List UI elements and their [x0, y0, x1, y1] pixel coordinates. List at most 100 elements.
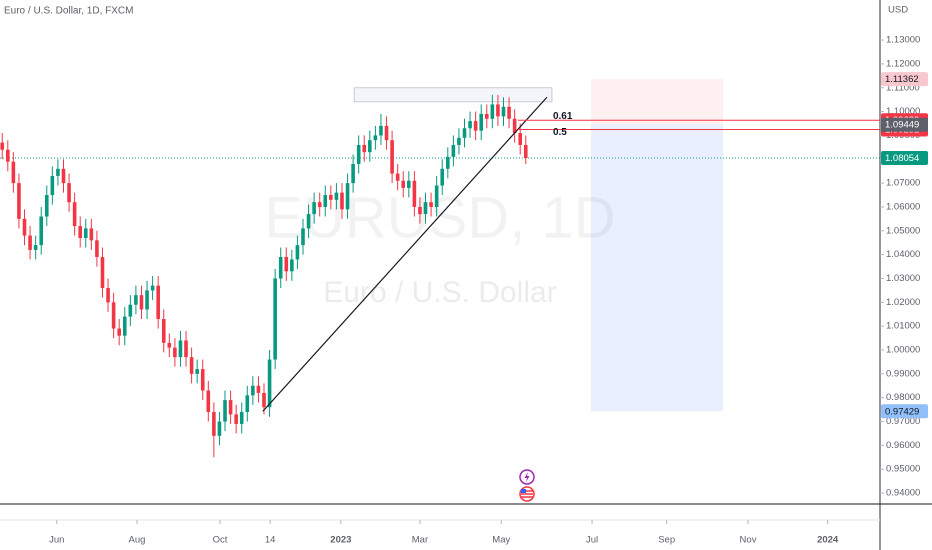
candle-body: [33, 245, 38, 250]
candle-body: [111, 302, 116, 329]
x-tick-label: Jul: [586, 535, 598, 546]
candle-body: [206, 390, 211, 412]
candle-body: [139, 295, 144, 310]
candle-body: [290, 259, 294, 272]
y-tick-label: 1.01000: [886, 321, 920, 332]
y-tick-label: 0.94000: [886, 488, 920, 499]
event-icons: [519, 469, 535, 502]
candle-body: [295, 245, 300, 260]
candle-body: [340, 192, 344, 210]
flag-canton: [521, 489, 526, 493]
candle-body: [284, 257, 289, 272]
lightning-glyph: [524, 472, 530, 482]
candle-body: [301, 228, 305, 246]
candle-body: [11, 161, 16, 184]
last-price-box: [881, 150, 928, 165]
y-tick-label: 1.04000: [886, 249, 920, 260]
x-tick-label: 14: [265, 535, 276, 546]
candle-body: [83, 228, 88, 238]
candle-body: [468, 121, 472, 129]
candle-body: [17, 183, 21, 219]
target-price-box: [881, 404, 928, 419]
y-tick-label: 1.11000: [886, 82, 920, 93]
candle-body: [384, 125, 389, 141]
candle-body: [117, 328, 121, 336]
candle-body: [451, 144, 456, 157]
y-tick-label: 0.95000: [886, 464, 920, 475]
candle-body: [306, 214, 311, 229]
candle-body: [484, 113, 489, 119]
candle-body: [0, 142, 5, 150]
candle-body: [228, 400, 233, 415]
candle-body: [195, 369, 199, 374]
candle-body: [184, 340, 188, 358]
candle-body: [44, 195, 49, 217]
candle-body: [39, 216, 44, 246]
stop-price-box: [881, 72, 928, 87]
x-tick-label: Mar: [412, 535, 428, 546]
candle-body: [234, 414, 238, 424]
candle-body: [312, 202, 316, 215]
candle-body: [156, 285, 160, 320]
candle-body: [479, 113, 484, 131]
candle-body: [423, 202, 428, 215]
watermark: EURUSD, 1D: [264, 185, 615, 250]
candle-body: [518, 133, 523, 145]
y-tick-label: 1.07000: [886, 178, 920, 189]
candle-body: [434, 185, 439, 207]
candle-body: [78, 226, 83, 238]
candle-body: [134, 295, 138, 305]
watermark-subtitle: Euro / U.S. Dollar: [323, 276, 556, 309]
candle-body: [95, 240, 99, 258]
candle-body: [457, 137, 461, 145]
candle-body: [440, 168, 445, 186]
x-tick-label: Aug: [129, 535, 146, 546]
candle-body: [150, 285, 155, 291]
candle-body: [212, 411, 216, 436]
candle-body: [501, 106, 506, 117]
candle-body: [167, 342, 172, 348]
y-tick-label: 1.12000: [886, 58, 920, 69]
fib-label: 0.5: [553, 127, 567, 138]
candle-body: [407, 180, 411, 188]
last-price-label: 1.08054: [885, 153, 919, 164]
candle-body: [173, 347, 177, 358]
candle-body: [496, 104, 500, 117]
plot-layer: [0, 79, 932, 505]
candle-body: [22, 218, 27, 236]
candle-body: [122, 316, 127, 336]
candle-body: [368, 140, 372, 153]
candle-body: [329, 195, 333, 200]
candle-body: [512, 118, 517, 134]
candle-body: [67, 183, 71, 203]
entry-price-label: 1.09449: [885, 120, 919, 131]
y-tick-label: 1.05000: [886, 225, 920, 236]
candle-body: [5, 149, 10, 162]
x-tick-label: Oct: [213, 535, 228, 546]
candle-body: [373, 135, 378, 141]
candle-body: [267, 359, 272, 408]
candle-body: [523, 144, 528, 159]
candle-body: [323, 195, 328, 207]
x-tick-label: Sep: [658, 535, 675, 546]
candle-body: [356, 144, 361, 165]
x-tick-label: May: [492, 535, 510, 546]
y-tick-label: 1.10000: [886, 106, 920, 117]
candle-body: [462, 128, 467, 138]
chart-title: Euro / U.S. Dollar, 1D, FXCM: [4, 6, 133, 17]
candle-body: [401, 180, 406, 188]
candle-body: [239, 411, 244, 424]
candle-body: [473, 121, 478, 131]
candle-body: [412, 180, 417, 207]
y-tick-label: 1.03000: [886, 273, 920, 284]
candle-body: [56, 168, 60, 176]
stop-price-label: 1.11362: [885, 74, 919, 85]
candle-body: [251, 385, 255, 396]
candle-body: [278, 257, 283, 279]
trendline: [262, 96, 548, 412]
y-tick-label: 0.99000: [886, 368, 920, 379]
candle-body: [72, 202, 77, 227]
target-price-label: 0.97429: [885, 406, 919, 417]
y-tick-label: 0.97000: [886, 416, 920, 427]
